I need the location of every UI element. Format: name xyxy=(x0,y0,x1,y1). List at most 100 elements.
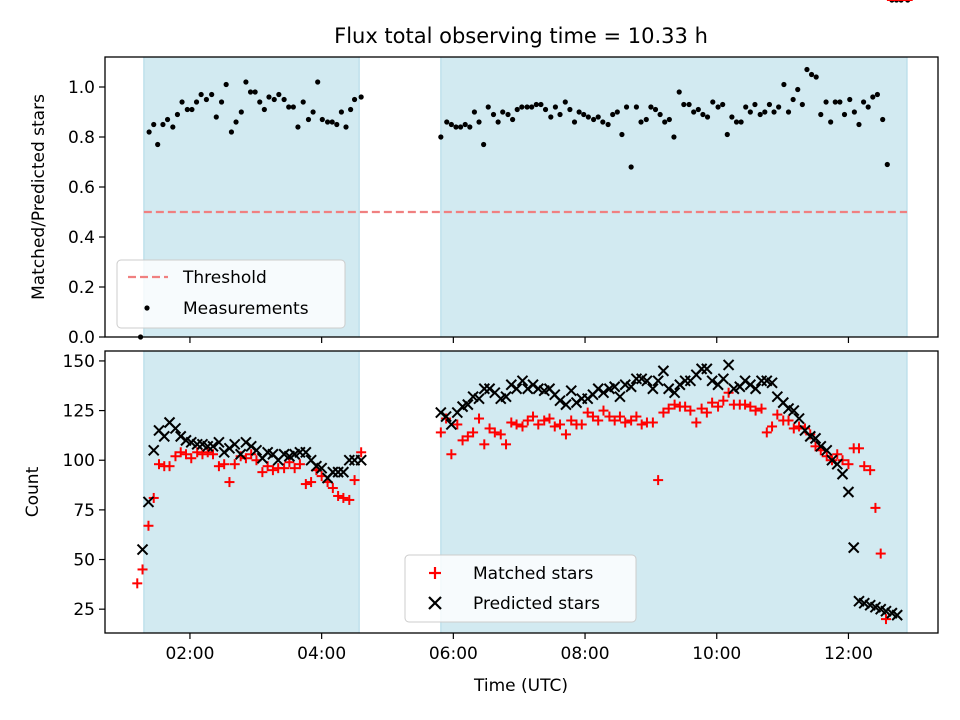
predicted-marker-b xyxy=(701,363,713,375)
matched-star-point xyxy=(685,405,696,416)
predicted-marker-b xyxy=(641,375,653,387)
predicted-star-point xyxy=(842,486,855,498)
measurement-point xyxy=(160,121,166,128)
matched-star-point xyxy=(587,411,598,422)
predicted-star-point xyxy=(749,383,762,395)
matched-star-point xyxy=(810,441,821,452)
measurement-point xyxy=(648,104,654,110)
predicted-marker-b xyxy=(722,359,735,371)
matched-star-point xyxy=(137,564,148,575)
predicted-marker-b xyxy=(565,385,577,397)
predicted-star-point xyxy=(300,446,312,458)
matched-star-point xyxy=(533,419,544,430)
measurement-point xyxy=(310,109,316,115)
matched-star-point xyxy=(539,415,550,426)
measurement-point xyxy=(591,116,597,123)
measurement-point xyxy=(776,104,782,110)
predicted-marker-b xyxy=(749,383,762,395)
predicted-marker-b xyxy=(875,603,887,615)
matched-star-point xyxy=(669,399,680,410)
matched-star-point xyxy=(707,397,718,408)
measurement-point xyxy=(257,99,263,105)
measurement-point xyxy=(189,106,195,113)
measurement-point xyxy=(209,91,215,98)
predicted-star-point xyxy=(169,422,182,435)
measurement-point xyxy=(724,131,730,138)
matched-star-point xyxy=(593,415,604,426)
matched-star-point xyxy=(338,492,349,503)
predicted-marker-b xyxy=(315,462,328,474)
count-y-axis-label: Count xyxy=(23,466,43,517)
matched-star-point xyxy=(349,475,360,486)
measurement-point xyxy=(490,111,497,118)
matched-star-point xyxy=(506,417,517,428)
count-x-ticks: 02:00 04:00 06:00 08:00 10:00 12:00 xyxy=(165,633,873,664)
measurement-point xyxy=(671,134,677,140)
y-tick-label: 0.0 xyxy=(68,328,95,348)
ratio-y-ticks: 0.0 0.2 0.4 0.6 0.8 1.0 xyxy=(68,78,105,348)
measurement-point xyxy=(781,81,787,88)
matched-star-point xyxy=(865,465,876,476)
legend-measurements-label: Measurements xyxy=(183,299,309,319)
matched-star-point xyxy=(495,429,506,440)
predicted-marker-b xyxy=(831,458,843,470)
predicted-star-point xyxy=(652,375,664,387)
legend-threshold-label: Threshold xyxy=(182,268,267,288)
matched-star-point xyxy=(620,417,631,428)
measurement-point xyxy=(571,119,578,125)
measurement-point xyxy=(198,91,204,98)
x-tick-label: 10:00 xyxy=(692,644,741,664)
predicted-marker-b xyxy=(158,430,170,443)
measurement-point xyxy=(179,99,185,105)
y-tick-label: 1.0 xyxy=(68,78,95,98)
predicted-marker-b xyxy=(440,410,452,423)
matched-star-point xyxy=(576,419,587,430)
measurement-point xyxy=(228,129,235,135)
matched-star-point xyxy=(462,431,473,442)
legend-predicted-label: Predicted stars xyxy=(473,594,600,614)
matched-star-point xyxy=(761,427,772,438)
measurement-point xyxy=(146,129,152,135)
measurement-point xyxy=(438,134,444,140)
measurement-point xyxy=(505,111,511,118)
measurement-point xyxy=(557,111,563,118)
predicted-star-point xyxy=(891,609,903,621)
predicted-marker-b xyxy=(305,454,317,466)
matched-star-point xyxy=(788,423,799,434)
predicted-marker-b xyxy=(532,383,544,395)
predicted-star-point xyxy=(440,410,452,423)
matched-star-point xyxy=(653,475,664,486)
measurement-point xyxy=(595,114,601,120)
matched-star-point xyxy=(257,467,268,478)
predicted-marker-b xyxy=(766,377,778,389)
predicted-star-point xyxy=(625,381,637,393)
predicted-marker-b xyxy=(821,444,833,457)
predicted-star-point xyxy=(788,404,800,417)
matched-star-point xyxy=(143,520,154,531)
measurement-point xyxy=(676,89,682,95)
measurement-point xyxy=(276,91,282,98)
measurement-point xyxy=(666,116,672,123)
predicted-star-point xyxy=(510,383,523,395)
measurement-point xyxy=(151,121,157,128)
measurement-point xyxy=(319,116,325,123)
count-y-ticks: 25 50 75 100 125 150 xyxy=(63,352,105,620)
measurement-point xyxy=(691,109,697,115)
matched-star-point xyxy=(772,409,783,420)
measurement-point xyxy=(738,119,744,125)
matched-star-point xyxy=(549,421,560,432)
predicted-marker-b xyxy=(148,444,160,457)
predicted-marker-b xyxy=(815,440,827,453)
predicted-star-point xyxy=(848,541,860,554)
measurement-point xyxy=(790,96,796,103)
predicted-star-point xyxy=(355,454,367,466)
measurement-point xyxy=(315,79,321,85)
y-tick-label: 0.4 xyxy=(68,228,95,248)
y-tick-label: 0.2 xyxy=(68,278,95,298)
measurement-point xyxy=(300,99,306,105)
measurement-point xyxy=(567,106,573,113)
predicted-marker-b xyxy=(169,422,182,435)
ratio-legend-box xyxy=(116,259,346,329)
measurement-point xyxy=(233,119,239,125)
